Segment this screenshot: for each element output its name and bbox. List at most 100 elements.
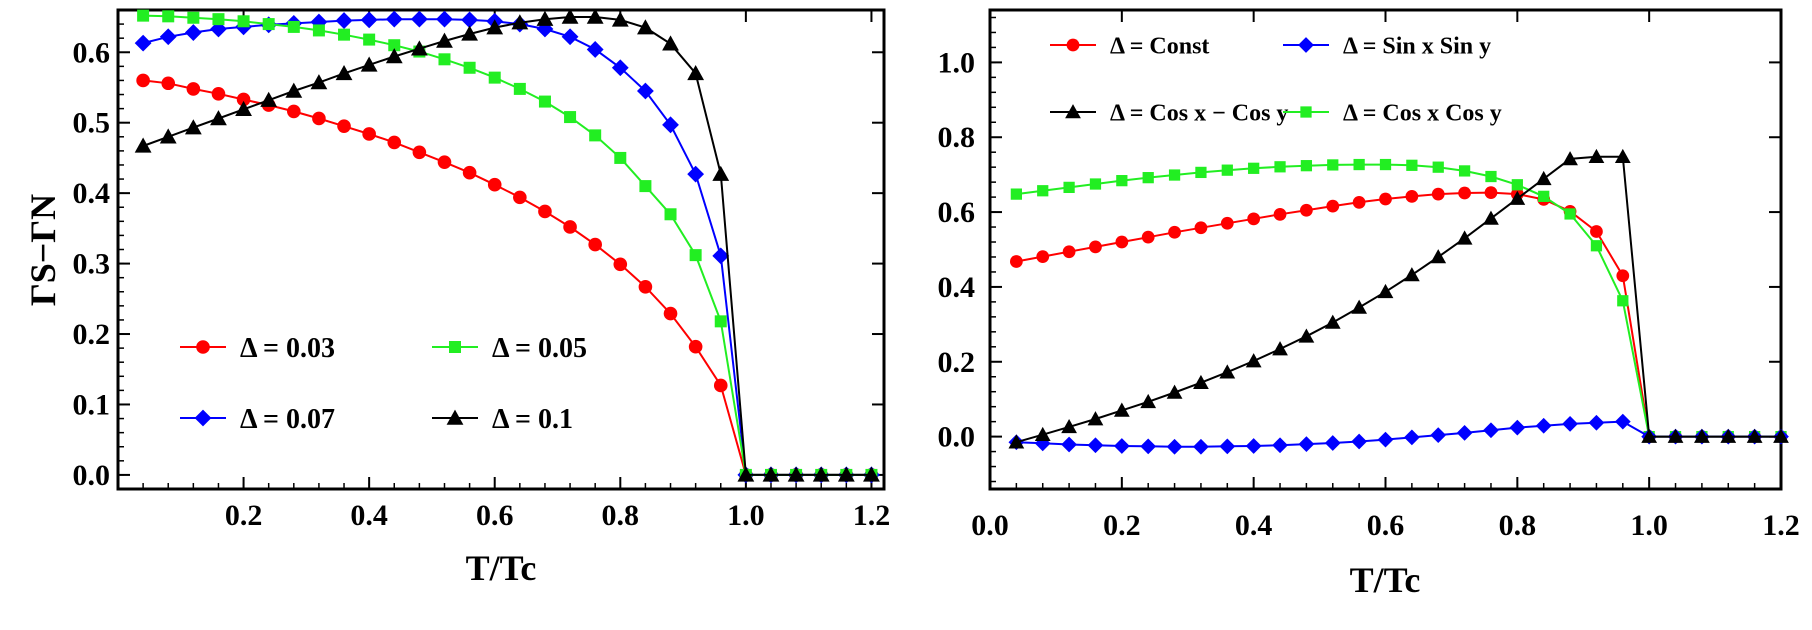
left-data-point — [687, 165, 705, 183]
right-x-tick-label: 1.0 — [1630, 509, 1668, 542]
right-data-point — [1485, 170, 1497, 183]
left-data-point — [437, 155, 452, 169]
right-plot-frame — [988, 8, 1783, 491]
left-data-point — [637, 82, 654, 100]
right-legend-label: Δ = Cos x Cos y — [1343, 100, 1502, 126]
left-data-point — [338, 28, 351, 41]
right-data-point — [1326, 199, 1340, 213]
right-data-point — [1245, 438, 1262, 454]
left-data-point — [137, 9, 150, 22]
right-data-point — [1220, 216, 1234, 230]
right-x-tick-label: 0.6 — [1367, 509, 1405, 542]
right-legend: Δ = Const Δ = Sin x Sin y Δ = Cos x − Cos … — [1050, 33, 1502, 126]
right-data-point — [1614, 413, 1631, 430]
left-data-point — [712, 247, 730, 265]
left-data-point — [438, 53, 451, 66]
left-legend-entry: Δ = 0.1 — [432, 404, 573, 435]
left-data-point — [134, 34, 152, 52]
right-data-point — [1458, 165, 1471, 177]
left-legend-marker — [194, 409, 212, 427]
right-data-point — [1193, 438, 1209, 455]
left-data-point — [563, 220, 577, 234]
left-plot-frame — [116, 8, 886, 491]
right-x-tick-label: 0.0 — [971, 509, 1009, 542]
right-x-tick-label: 0.2 — [1103, 509, 1141, 542]
left-data-point — [812, 466, 830, 482]
left-data-point — [236, 92, 251, 107]
right-data-point — [1195, 166, 1207, 179]
right-data-point — [1247, 212, 1261, 226]
left-data-point — [134, 137, 152, 153]
right-data-point — [1614, 148, 1631, 163]
right-data-point — [1617, 295, 1629, 307]
left-legend-label: Δ = 0.03 — [240, 333, 335, 364]
right-data-point — [1089, 240, 1102, 254]
right-data-point — [1166, 384, 1183, 399]
right-data-point — [1324, 435, 1341, 451]
left-data-point — [637, 19, 654, 35]
left-x-tick-label: 0.4 — [350, 499, 388, 532]
right-y-tick-label: 0.0 — [938, 421, 976, 454]
right-data-point — [1562, 416, 1578, 432]
right-data-point — [1168, 225, 1181, 239]
left-data-point — [184, 24, 202, 41]
right-legend-label: Δ = Const — [1110, 33, 1209, 59]
right-data-point — [1272, 437, 1288, 454]
right-data-point — [1245, 353, 1262, 368]
left-x-tick-label: 0.6 — [476, 499, 514, 532]
left-data-point — [360, 11, 378, 29]
left-data-point — [762, 466, 780, 482]
left-data-point — [235, 100, 252, 117]
left-data-point — [362, 127, 376, 141]
left-legend-label: Δ = 0.05 — [492, 333, 587, 364]
left-data-point — [486, 19, 504, 35]
left-x-axis-label: T/Tc — [466, 548, 537, 588]
left-data-point — [712, 165, 730, 181]
left-x-tick-label: 0.8 — [602, 499, 640, 532]
right-data-point — [1140, 393, 1157, 409]
left-data-point — [385, 48, 403, 64]
left-y-tick-label: 0.2 — [73, 318, 111, 351]
left-data-point — [664, 208, 677, 221]
left-data-point — [487, 177, 502, 192]
right-legend-marker — [1066, 38, 1080, 52]
left-data-point — [461, 11, 479, 29]
left-data-point — [561, 8, 579, 24]
right-data-point — [1113, 402, 1130, 417]
left-data-point — [461, 25, 479, 41]
left-legend-marker — [446, 409, 464, 425]
left-data-point — [335, 12, 353, 29]
right-data-point — [1113, 438, 1130, 454]
right-data-point — [1300, 160, 1313, 172]
left-data-point — [212, 13, 225, 26]
right-data-point — [1535, 170, 1552, 186]
left-data-point — [689, 249, 702, 262]
right-data-point — [1324, 314, 1341, 329]
left-data-point — [614, 151, 627, 164]
right-data-point — [1062, 245, 1076, 259]
right-data-point — [1353, 158, 1365, 171]
right-data-point — [1010, 188, 1022, 200]
right-data-point — [1166, 438, 1183, 455]
right-legend-entry: Δ = Cos x Cos y — [1283, 100, 1502, 126]
right-data-point — [1248, 162, 1260, 174]
left-data-point — [159, 128, 177, 144]
left-x-tick-label: 1.2 — [853, 499, 891, 532]
left-data-point — [737, 466, 755, 482]
right-data-point — [1377, 431, 1394, 448]
left-legend-marker — [449, 341, 461, 353]
right-data-point — [1564, 208, 1576, 220]
right-data-point — [1377, 283, 1394, 299]
left-data-point — [285, 82, 303, 98]
left-data-point — [363, 33, 376, 46]
left-data-point — [787, 466, 805, 482]
left-data-point — [436, 32, 453, 48]
left-data-point — [337, 119, 351, 134]
right-data-point — [1274, 161, 1286, 173]
left-data-point — [588, 237, 602, 252]
right-data-point — [1327, 159, 1339, 171]
left-data-point — [463, 61, 476, 74]
left-data-point — [237, 15, 250, 28]
left-data-point — [611, 59, 629, 77]
left-data-point — [638, 280, 653, 294]
